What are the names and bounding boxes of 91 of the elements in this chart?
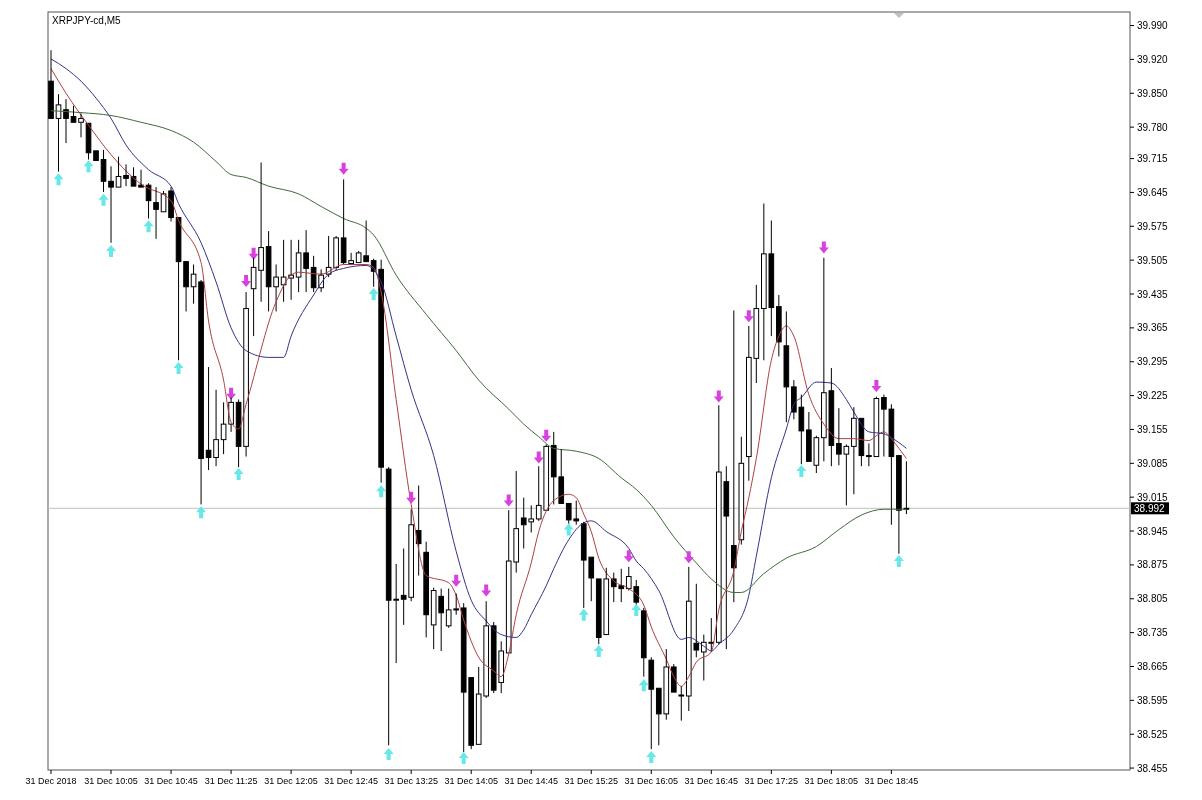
point xyxy=(83,160,94,173)
x-tick-label: 31 Dec 10:45 xyxy=(144,776,198,786)
y-tick-label: 39.015 xyxy=(1137,491,1169,503)
point xyxy=(196,506,207,519)
y-tick-label: 39.715 xyxy=(1137,153,1169,165)
point xyxy=(541,429,552,442)
point xyxy=(106,244,117,257)
candlestick xyxy=(738,436,745,546)
y-tick-label: 39.085 xyxy=(1137,457,1169,469)
x-tick-label: 31 Dec 17:25 xyxy=(744,776,799,786)
candlestick xyxy=(423,541,429,638)
y-tick-label: 39.645 xyxy=(1137,186,1169,198)
x-tick-label: 31 Dec 14:05 xyxy=(444,776,498,786)
candlestick xyxy=(93,150,99,161)
point xyxy=(578,608,589,621)
candlestick xyxy=(145,182,152,220)
chart-title: XRPJPY-cd,M5 xyxy=(52,15,121,26)
point xyxy=(241,274,252,287)
point xyxy=(638,679,649,692)
y-tick-label: 39.365 xyxy=(1137,322,1169,334)
candlestick xyxy=(678,685,685,722)
candlestick xyxy=(415,485,422,577)
x-tick-label: 31 Dec 16:05 xyxy=(624,776,679,786)
y-tick-label: 39.295 xyxy=(1137,356,1169,368)
point xyxy=(893,555,904,568)
candlestick xyxy=(78,113,84,138)
y-tick-label: 39.850 xyxy=(1137,87,1169,99)
candlestick xyxy=(783,310,790,423)
point xyxy=(646,750,657,763)
candlestick xyxy=(640,607,647,678)
point xyxy=(383,748,394,761)
y-tick-label: 39.225 xyxy=(1137,390,1169,402)
y-tick-label: 39.435 xyxy=(1137,288,1169,300)
point xyxy=(743,310,754,323)
point xyxy=(533,451,544,464)
x-tick-label: 31 Dec 13:25 xyxy=(384,776,438,786)
point xyxy=(143,220,154,233)
point xyxy=(683,551,694,564)
y-tick-label: 39.505 xyxy=(1137,254,1169,266)
y-tick-label: 38.665 xyxy=(1137,660,1169,672)
x-tick-label: 31 Dec 12:05 xyxy=(264,776,318,786)
candlestick xyxy=(63,98,69,144)
point xyxy=(458,751,469,764)
candlestick xyxy=(70,105,77,123)
y-tick-label: 39.920 xyxy=(1137,53,1169,65)
candlestick xyxy=(153,186,159,240)
point xyxy=(98,193,109,206)
y-tick-label: 38.875 xyxy=(1137,559,1169,571)
point xyxy=(451,574,462,587)
point xyxy=(368,288,379,301)
y-tick-label: 38.735 xyxy=(1137,627,1169,639)
y-tick-label: 38.945 xyxy=(1137,525,1169,537)
y-tick-label: 39.780 xyxy=(1137,121,1169,133)
y-tick-label: 38.525 xyxy=(1137,728,1169,740)
x-tick-label: 31 Dec 10:05 xyxy=(84,776,138,786)
point xyxy=(481,584,492,597)
point xyxy=(713,390,724,403)
y-tick-label: 39.155 xyxy=(1137,423,1169,435)
point xyxy=(376,485,387,498)
point xyxy=(406,491,417,504)
x-tick-label: 31 Dec 2018 xyxy=(25,776,77,786)
point xyxy=(796,465,807,478)
point xyxy=(503,494,514,507)
ref-line-label: 38.992 xyxy=(1134,502,1166,514)
point xyxy=(53,173,64,186)
point xyxy=(593,645,604,657)
x-tick-label: 31 Dec 12:45 xyxy=(324,776,378,786)
point xyxy=(173,362,184,375)
candlestick xyxy=(730,309,737,603)
x-tick-label: 31 Dec 18:05 xyxy=(804,776,859,786)
point xyxy=(338,162,349,175)
point xyxy=(631,603,642,616)
y-tick-label: 38.455 xyxy=(1137,762,1169,774)
y-tick-label: 39.575 xyxy=(1137,220,1169,232)
x-tick-label: 31 Dec 15:25 xyxy=(564,776,619,786)
x-tick-label: 31 Dec 18:45 xyxy=(864,776,919,786)
x-tick-label: 31 Dec 16:45 xyxy=(684,776,739,786)
candlestick xyxy=(648,656,655,750)
x-tick-label: 31 Dec 14:45 xyxy=(504,776,558,786)
point xyxy=(233,467,244,480)
point xyxy=(623,550,634,563)
y-tick-label: 39.990 xyxy=(1137,20,1169,32)
point xyxy=(248,247,259,260)
point xyxy=(818,241,829,254)
y-tick-label: 38.805 xyxy=(1137,593,1169,605)
x-tick-label: 31 Dec 11:25 xyxy=(204,776,258,786)
point xyxy=(226,387,237,400)
candlestick xyxy=(48,49,54,119)
point xyxy=(871,379,882,392)
y-tick-label: 38.595 xyxy=(1137,694,1169,706)
point xyxy=(563,523,574,536)
